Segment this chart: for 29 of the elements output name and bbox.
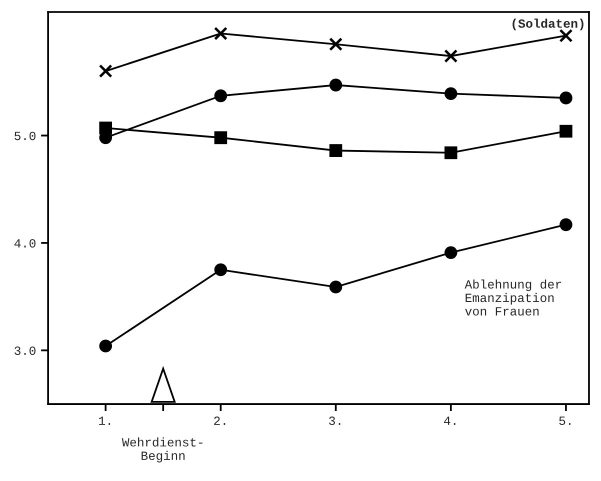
point: [99, 340, 112, 352]
point: [214, 26, 228, 40]
point: [560, 124, 572, 138]
y-tick-label: 3.0: [14, 346, 36, 355]
point: [99, 122, 112, 134]
point: [329, 280, 342, 294]
point: [98, 64, 112, 78]
point: [328, 37, 343, 52]
x-tick-label: 1.: [99, 416, 110, 425]
point: [560, 218, 572, 232]
point: [329, 144, 342, 157]
point: [444, 49, 458, 63]
x-tick-label: 3.: [329, 416, 340, 426]
point: [560, 92, 572, 104]
x-tick-label: 4.: [444, 416, 456, 425]
point: [444, 246, 458, 259]
y-tick-label: 4.0: [14, 239, 36, 248]
y-tick-label: 5.0: [14, 132, 36, 140]
text: Wehrdienst- Beginn: [122, 437, 202, 462]
point: [444, 146, 458, 160]
point: [214, 263, 228, 276]
x-tick-label: 2.: [214, 416, 226, 425]
point: [214, 131, 228, 144]
point: [329, 78, 342, 92]
point: [214, 89, 228, 102]
series-label: (Soldaten): [512, 18, 584, 30]
point: [444, 87, 458, 100]
x-tick-label: 5.: [559, 416, 570, 426]
series-label: Ablehnung der Emanzipation von Frauen: [464, 279, 562, 316]
